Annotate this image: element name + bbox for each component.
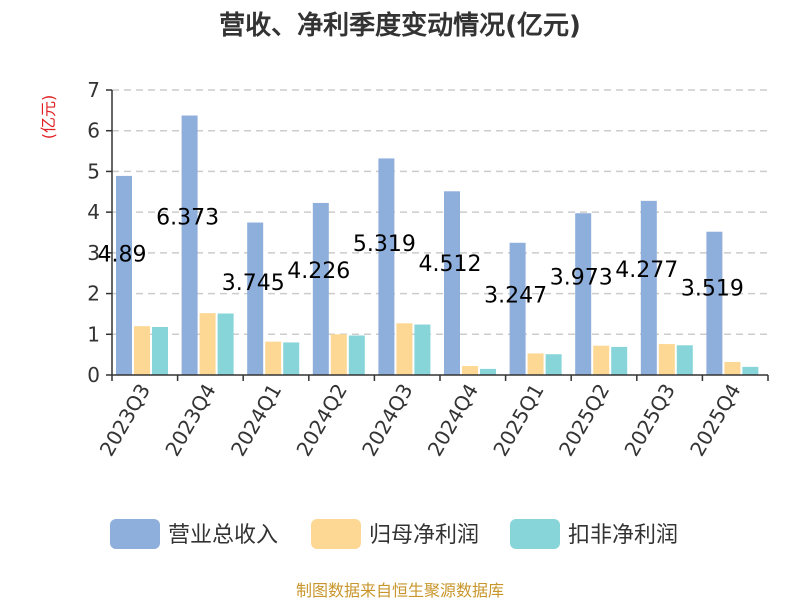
chart-title: 营收、净利季度变动情况(亿元): [219, 10, 581, 41]
y-tick-label: 2: [87, 282, 100, 306]
x-tick-label: 2025Q4: [685, 380, 745, 461]
y-tick-label: 6: [87, 119, 100, 143]
legend: 营业总收入 归母净利润 扣非净利润: [110, 519, 678, 549]
data-label: 3.247: [484, 283, 547, 308]
bar-1-2024Q4: [444, 191, 460, 375]
bar-2-2024Q3: [396, 323, 413, 375]
bar-3-2024Q1: [283, 342, 300, 375]
x-tick-label: 2025Q3: [619, 380, 679, 461]
bars: [116, 115, 759, 375]
x-tick-label: 2024Q2: [291, 380, 351, 461]
bar-3-2024Q4: [480, 368, 496, 375]
x-tick-label: 2023Q3: [95, 380, 155, 461]
bar-2-2025Q3: [658, 344, 675, 375]
y-axis-label: (亿元): [39, 95, 58, 140]
data-label: 5.319: [353, 232, 416, 257]
x-tick-label: 2025Q1: [488, 380, 548, 461]
bar-3-2025Q2: [611, 346, 628, 375]
y-tick-label: 5: [87, 159, 100, 183]
bar-3-2025Q1: [545, 354, 562, 375]
bar-3-2024Q2: [348, 335, 365, 375]
bar-2-2023Q4: [199, 313, 216, 375]
y-tick-label: 7: [87, 78, 100, 102]
bar-1-2025Q4: [706, 231, 723, 375]
legend-swatch: [311, 519, 361, 549]
data-label: 4.512: [419, 252, 482, 277]
x-tick-label: 2023Q4: [160, 380, 220, 461]
bar-2-2025Q1: [527, 353, 544, 375]
bar-1-2023Q3: [116, 175, 132, 375]
bar-3-2024Q3: [414, 324, 431, 375]
y-tick-label: 3: [87, 241, 100, 265]
x-tick-label: 2024Q1: [226, 380, 286, 461]
bar-2-2024Q4: [462, 366, 478, 375]
data-label: 4.226: [287, 259, 350, 284]
y-axis: 0 1 2 3 4 5 6 7: [87, 78, 113, 387]
data-label: 4.89: [98, 243, 147, 268]
x-tick-label: 2024Q4: [423, 380, 483, 461]
bar-3-2023Q3: [152, 326, 168, 375]
bar-1-2024Q2: [312, 202, 329, 375]
y-tick-label: 4: [87, 200, 100, 224]
y-tick-label: 1: [87, 322, 100, 346]
legend-label: 扣非净利润: [568, 523, 678, 548]
data-label: 6.373: [156, 206, 219, 231]
bar-3-2025Q4: [742, 366, 759, 375]
bar-1-2025Q1: [509, 242, 526, 375]
data-label: 3.745: [222, 271, 285, 296]
legend-label: 归母净利润: [369, 523, 479, 548]
y-tick-label: 0: [87, 363, 100, 387]
bar-2-2023Q3: [134, 326, 150, 375]
legend-swatch: [510, 519, 560, 549]
bar-3-2025Q3: [676, 345, 693, 375]
bar-2-2025Q2: [593, 345, 610, 375]
bar-1-2025Q2: [575, 213, 592, 375]
bar-1-2023Q4: [181, 115, 198, 375]
x-axis: 2023Q3 2023Q4 2024Q1 2024Q2 2024Q3 2024Q4 2025…: [95, 374, 769, 461]
data-label: 3.519: [681, 277, 744, 302]
bar-1-2025Q3: [640, 200, 657, 375]
bar-2-2025Q4: [724, 361, 741, 375]
source-note: 制图数据来自恒生聚源数据库: [296, 581, 504, 600]
data-label: 4.277: [615, 258, 678, 283]
x-tick-label: 2024Q3: [357, 380, 417, 461]
bar-2-2024Q1: [265, 341, 282, 375]
legend-swatch: [110, 519, 160, 549]
bar-2-2024Q2: [330, 334, 347, 375]
bar-1-2024Q3: [378, 158, 395, 375]
legend-label: 营业总收入: [168, 523, 278, 548]
x-tick-label: 2025Q2: [554, 380, 614, 461]
bar-3-2023Q4: [217, 313, 234, 375]
data-label: 3.973: [550, 265, 613, 290]
grid-lines: [112, 89, 768, 336]
bar-1-2024Q1: [247, 222, 264, 375]
